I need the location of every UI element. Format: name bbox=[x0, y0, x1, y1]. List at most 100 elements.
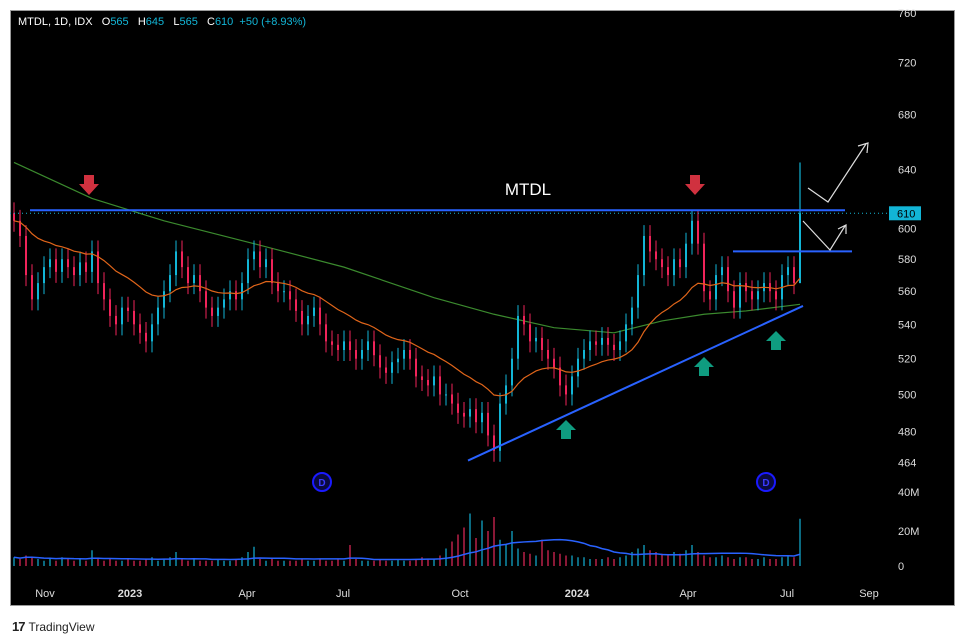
candle-body bbox=[373, 341, 375, 356]
volume-bar bbox=[289, 560, 291, 566]
candle-body bbox=[127, 307, 129, 311]
volume-bar bbox=[277, 560, 279, 566]
candle-body bbox=[193, 275, 195, 284]
volume-bar bbox=[307, 560, 309, 566]
candle-body bbox=[493, 435, 495, 451]
tradingview-logo-icon: 17 bbox=[12, 619, 26, 634]
candle-body bbox=[427, 379, 429, 386]
volume-bar bbox=[715, 557, 717, 566]
candle-body bbox=[229, 291, 231, 300]
candle-body bbox=[313, 307, 315, 316]
volume-bar bbox=[421, 557, 423, 566]
candle-body bbox=[265, 259, 267, 268]
candle-body bbox=[571, 376, 573, 395]
volume-bar bbox=[583, 557, 585, 566]
volume-bar bbox=[679, 553, 681, 566]
volume-bar bbox=[673, 552, 675, 566]
candle-body bbox=[697, 220, 699, 244]
volume-bar bbox=[337, 559, 339, 566]
legend-open-label: O bbox=[101, 16, 111, 28]
candle-body bbox=[241, 283, 243, 300]
candle-body bbox=[361, 349, 363, 359]
candle-body bbox=[67, 259, 69, 268]
candle-body bbox=[169, 275, 171, 292]
candle-body bbox=[409, 349, 411, 359]
volume-bar bbox=[481, 520, 483, 566]
volume-bar bbox=[187, 560, 189, 566]
volume-bar bbox=[517, 548, 519, 566]
candle-body bbox=[259, 251, 261, 268]
candle-body bbox=[589, 341, 591, 350]
volume-bar bbox=[145, 559, 147, 566]
candle-body bbox=[403, 349, 405, 359]
retest-arrow-icon bbox=[802, 220, 847, 251]
volume-bar bbox=[319, 559, 321, 566]
volume-bar bbox=[397, 559, 399, 566]
candle-body bbox=[385, 367, 387, 373]
candle-body bbox=[445, 394, 447, 396]
candle-body bbox=[577, 358, 579, 377]
buy-arrow-icon bbox=[694, 357, 714, 376]
candle-body bbox=[523, 315, 525, 325]
ma-long-line bbox=[13, 161, 801, 334]
volume-bar bbox=[313, 560, 315, 566]
candle-body bbox=[253, 251, 255, 260]
candle-body bbox=[739, 283, 741, 308]
volume-bar bbox=[211, 560, 213, 566]
sell-arrow-icon bbox=[685, 175, 705, 195]
volume-bar bbox=[565, 555, 567, 566]
legend-low: 565 bbox=[179, 16, 198, 28]
candle-body bbox=[463, 412, 465, 417]
volume-bar bbox=[25, 555, 27, 566]
volume-bar bbox=[709, 557, 711, 566]
volume-bar bbox=[37, 559, 39, 566]
candle-body bbox=[529, 324, 531, 342]
candle-body bbox=[481, 412, 483, 423]
candle-body bbox=[349, 341, 351, 350]
candle-body bbox=[667, 267, 669, 276]
legend-close: 610 bbox=[214, 16, 234, 28]
candle-body bbox=[355, 349, 357, 359]
y-tick-label: 480 bbox=[898, 427, 916, 439]
projection-arrow-icon bbox=[807, 142, 869, 203]
candle-body bbox=[337, 344, 339, 350]
volume-bar bbox=[499, 539, 501, 566]
y-tick-label: 500 bbox=[898, 389, 916, 401]
volume-bar bbox=[61, 557, 63, 566]
volume-bar bbox=[157, 560, 159, 566]
candle-body bbox=[433, 376, 435, 386]
volume-bar bbox=[49, 559, 51, 566]
candle-body bbox=[793, 267, 795, 284]
volume-bar bbox=[79, 559, 81, 566]
legend-high-label: H bbox=[137, 16, 146, 28]
volume-bar bbox=[199, 560, 201, 566]
candle-body bbox=[637, 275, 639, 308]
ma-short-line bbox=[13, 220, 801, 397]
candle-body bbox=[247, 259, 249, 284]
volume-bar bbox=[379, 559, 381, 566]
candle-body bbox=[271, 259, 273, 284]
candle-body bbox=[379, 355, 381, 368]
volume-tick-label: 0 bbox=[898, 561, 904, 573]
volume-bar bbox=[217, 559, 219, 566]
volume-bar bbox=[787, 555, 789, 566]
candle-body bbox=[733, 291, 735, 308]
symbol-legend: MTDL, 1D, IDX O565 H645 L565 C610 +50 (+… bbox=[18, 16, 306, 28]
volume-bar bbox=[403, 560, 405, 566]
volume-bar bbox=[163, 559, 165, 566]
volume-bar bbox=[775, 559, 777, 566]
candle-body bbox=[439, 376, 441, 395]
candle-body bbox=[661, 259, 663, 268]
candle-body bbox=[121, 307, 123, 325]
candle-body bbox=[511, 358, 513, 386]
dividend-marker-label: D bbox=[318, 478, 325, 489]
volume-bar bbox=[67, 559, 69, 566]
tradingview-footer[interactable]: 17 TradingView bbox=[12, 619, 95, 634]
volume-bar bbox=[445, 548, 447, 566]
candle-body bbox=[469, 409, 471, 417]
volume-bar bbox=[757, 559, 759, 566]
volume-bar bbox=[367, 560, 369, 566]
candle-body bbox=[751, 291, 753, 300]
candle-body bbox=[679, 259, 681, 268]
